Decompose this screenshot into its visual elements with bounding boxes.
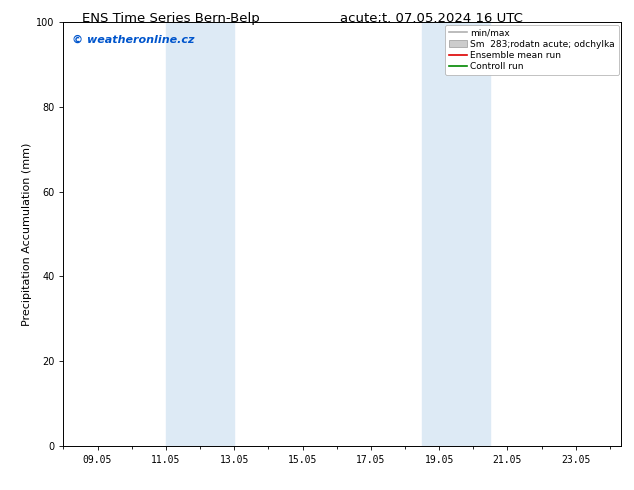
- Legend: min/max, Sm  283;rodatn acute; odchylka, Ensemble mean run, Controll run: min/max, Sm 283;rodatn acute; odchylka, …: [445, 25, 619, 75]
- Text: © weatheronline.cz: © weatheronline.cz: [72, 35, 194, 45]
- Text: ENS Time Series Bern-Belp: ENS Time Series Bern-Belp: [82, 12, 260, 25]
- Bar: [422, 22, 490, 446]
- Y-axis label: Precipitation Accumulation (mm): Precipitation Accumulation (mm): [22, 142, 32, 326]
- Bar: [166, 22, 234, 446]
- Text: acute;t. 07.05.2024 16 UTC: acute;t. 07.05.2024 16 UTC: [340, 12, 522, 25]
